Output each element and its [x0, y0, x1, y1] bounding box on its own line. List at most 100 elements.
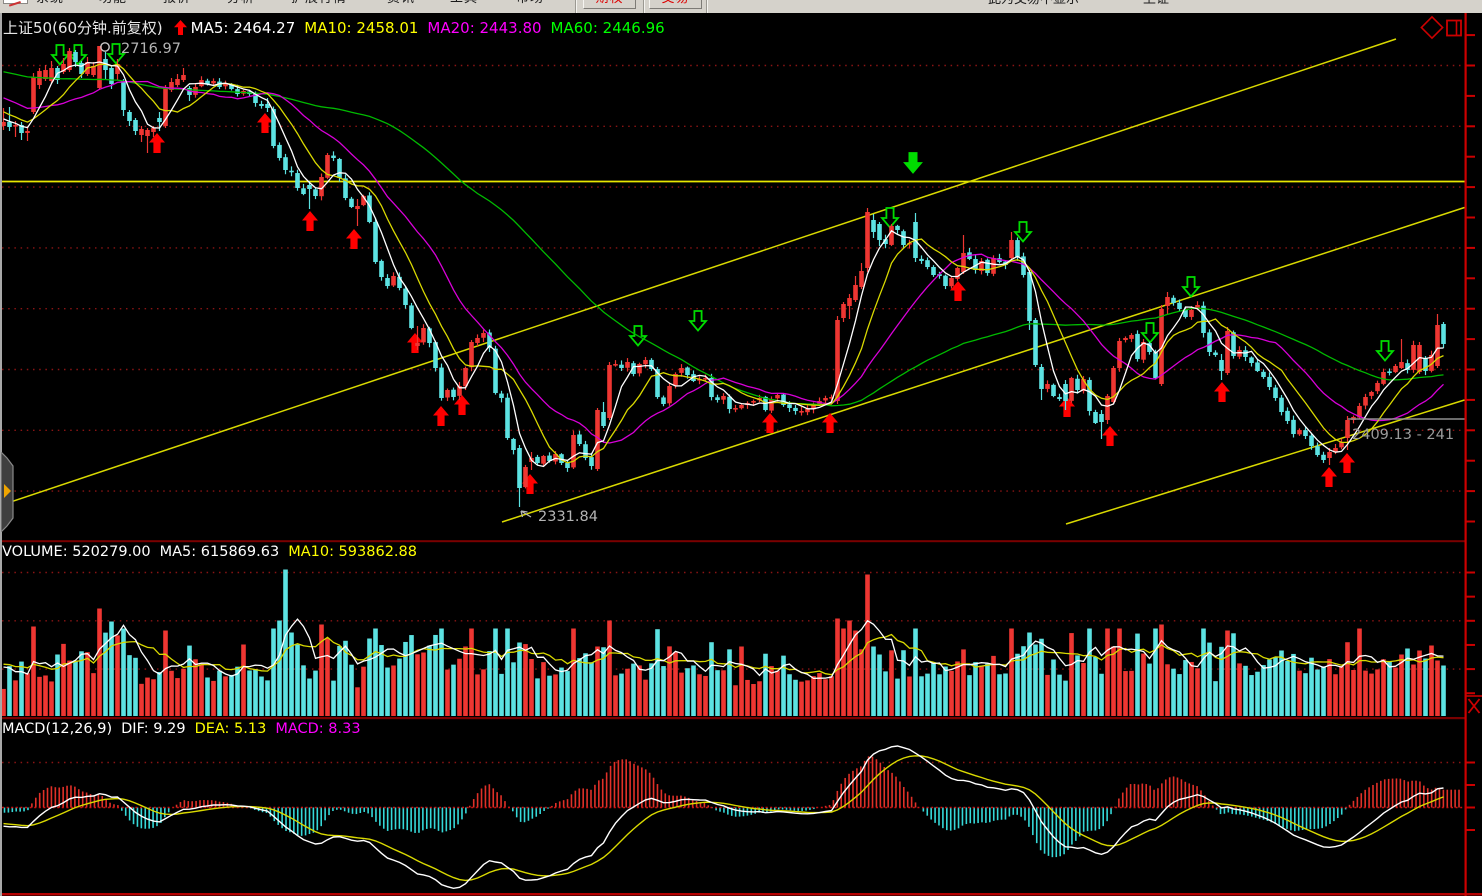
volume-bar	[655, 629, 660, 717]
volume-bar	[37, 676, 42, 717]
candle-body	[589, 457, 594, 467]
volume-bar	[1009, 628, 1014, 717]
volume-bar	[829, 676, 834, 717]
volume-bar	[1135, 633, 1140, 717]
volume-bar	[553, 674, 558, 717]
volume-bar	[1327, 659, 1332, 717]
close-indicator-icon[interactable]	[1467, 698, 1481, 714]
sell-arrow-icon	[1375, 340, 1395, 362]
candle-body	[733, 407, 738, 410]
candle-body	[1015, 240, 1020, 258]
status-text-right: 上证--	[1143, 0, 1178, 7]
candle-body	[577, 434, 582, 445]
candle-body	[943, 275, 948, 287]
candle-body	[1255, 362, 1260, 372]
volume-bar	[1201, 628, 1206, 717]
volume-bar	[871, 646, 876, 717]
volume-bar	[1267, 659, 1272, 717]
candle-body	[109, 68, 114, 85]
candle-body	[1129, 334, 1134, 339]
volume-bar	[223, 676, 228, 717]
candle-body	[289, 170, 294, 173]
candle-body	[979, 260, 984, 272]
peak-circle-marker	[100, 42, 110, 52]
volume-bar	[355, 687, 360, 717]
volume-bar	[295, 644, 300, 717]
volume-bar	[661, 666, 666, 717]
menu-item-6[interactable]: 资讯	[387, 0, 415, 6]
candle-body	[397, 276, 402, 289]
volume-bar	[1231, 633, 1236, 717]
menu-item-1[interactable]: 系统	[36, 0, 64, 6]
volume-value: VOLUME: 520279.00	[2, 544, 151, 560]
candle-body	[1369, 392, 1374, 396]
candle-body	[1081, 379, 1086, 392]
volume-bar	[1363, 670, 1368, 717]
volume-bar	[331, 680, 336, 717]
volume-bar	[1141, 653, 1146, 717]
buy-arrow-icon	[454, 395, 470, 415]
volume-bar	[1099, 673, 1104, 717]
volume-bar	[1321, 666, 1326, 717]
volume-bar	[721, 670, 726, 717]
volume-bar	[493, 628, 498, 717]
volume-bar	[859, 649, 864, 717]
menu-item-8[interactable]: 市场	[516, 0, 544, 6]
volume-bar	[973, 662, 978, 717]
menu-button-2[interactable]: 交易	[649, 0, 702, 9]
volume-bar	[361, 666, 366, 717]
peak-price-label: 2716.97	[121, 41, 181, 57]
volume-bar	[517, 642, 522, 717]
volume-bar	[133, 657, 138, 717]
candle-body	[271, 108, 276, 146]
sidebar-collapse-tab[interactable]	[0, 450, 14, 534]
candle-body	[1435, 325, 1440, 367]
expand-arrow-icon	[4, 484, 11, 498]
candle-body	[301, 188, 306, 195]
volume-bar	[637, 665, 642, 717]
candle-body	[781, 394, 786, 406]
candle-body	[307, 184, 312, 189]
candle-body	[1399, 362, 1404, 369]
price-line-label: 2409.13 - 241	[1352, 427, 1455, 443]
volume-bar	[31, 626, 36, 717]
volume-bar	[1051, 659, 1056, 717]
volume-bar	[319, 624, 324, 717]
volume-bar	[769, 666, 774, 717]
chart-app-icon[interactable]	[3, 0, 28, 4]
volume-bar	[535, 678, 540, 717]
volume-bar	[73, 660, 78, 717]
menu-item-2[interactable]: 功能	[99, 0, 127, 6]
menu-item-3[interactable]: 报价	[163, 0, 191, 6]
candle-body	[1123, 338, 1128, 341]
volume-bar	[229, 674, 234, 717]
candle-body	[961, 253, 966, 272]
volume-bar	[667, 646, 672, 717]
volume-bar	[1207, 642, 1212, 717]
volume-bar	[1357, 628, 1362, 717]
volume-bar	[1333, 674, 1338, 717]
volume-bar	[1339, 666, 1344, 717]
volume-bar	[1315, 669, 1320, 717]
volume-bar	[697, 674, 702, 717]
volume-bar	[97, 608, 102, 717]
candle-body	[541, 455, 546, 464]
candle-body	[91, 66, 96, 76]
volume-bar	[181, 668, 186, 717]
volume-bar	[115, 635, 120, 717]
volume-bar	[847, 620, 852, 717]
candle-body	[523, 466, 528, 488]
pane-icons[interactable]	[1420, 15, 1462, 40]
candle-body	[1075, 378, 1080, 391]
candle-body	[1237, 349, 1242, 357]
buy-arrow-icon	[1339, 453, 1355, 473]
volume-bar	[1441, 665, 1446, 717]
split-window-icon[interactable]	[1446, 19, 1462, 37]
candle-body	[61, 64, 66, 72]
menu-item-7[interactable]: 工具	[450, 0, 478, 6]
menu-button-1[interactable]: 期权	[583, 0, 636, 9]
menu-item-5[interactable]: 扩展行情	[291, 0, 347, 6]
menu-item-4[interactable]: 分析	[227, 0, 255, 6]
candle-body	[1051, 384, 1056, 396]
